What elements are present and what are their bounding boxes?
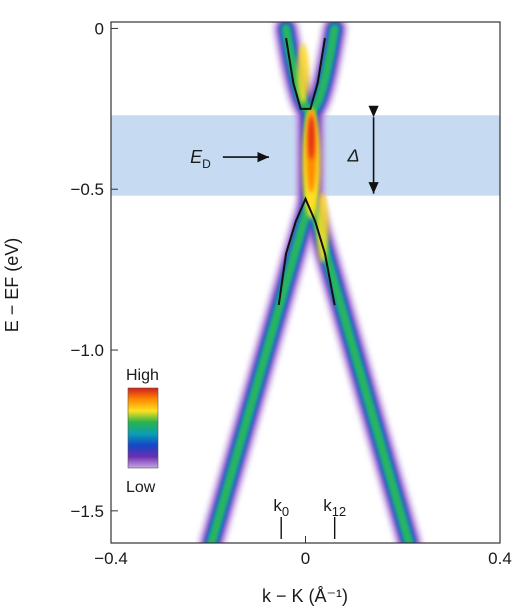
dirac-point-label: ED <box>190 147 211 171</box>
k-marker-label-0: k0 <box>273 496 289 519</box>
colorbar: High Low <box>126 367 159 496</box>
arpes-intensity <box>199 22 422 543</box>
hot-core-red <box>308 115 315 160</box>
colorbar-high-label: High <box>126 367 159 384</box>
lower-band-fit-line <box>277 196 336 306</box>
y-tick-label: −0.5 <box>70 180 104 199</box>
k-markers: k0 k12 <box>273 496 346 539</box>
colorbar-gradient <box>127 387 159 469</box>
upper-band-fit-line <box>285 37 326 110</box>
y-tick-label: 0 <box>95 19 104 38</box>
y-tick-label: −1.0 <box>70 341 104 360</box>
x-tick-label: −0.4 <box>94 549 128 568</box>
y-tick-label: −1.5 <box>70 502 104 521</box>
x-tick-label: 0 <box>301 549 310 568</box>
y-axis-title: E − EF (eV) <box>2 238 22 333</box>
upper-yellow-left <box>297 43 310 104</box>
k-marker-label-12: k12 <box>323 496 346 519</box>
x-axis-ticks: −0.4 0 0.4 <box>94 536 512 568</box>
lower-yellow-right <box>316 192 329 263</box>
y-axis-ticks: 0 −0.5 −1.0 −1.5 <box>70 19 118 521</box>
colorbar-low-label: Low <box>126 479 156 496</box>
x-axis-title: k − K (Å⁻¹) <box>262 586 348 606</box>
gap-label: Δ <box>346 145 359 165</box>
x-tick-label: 0.4 <box>488 549 512 568</box>
